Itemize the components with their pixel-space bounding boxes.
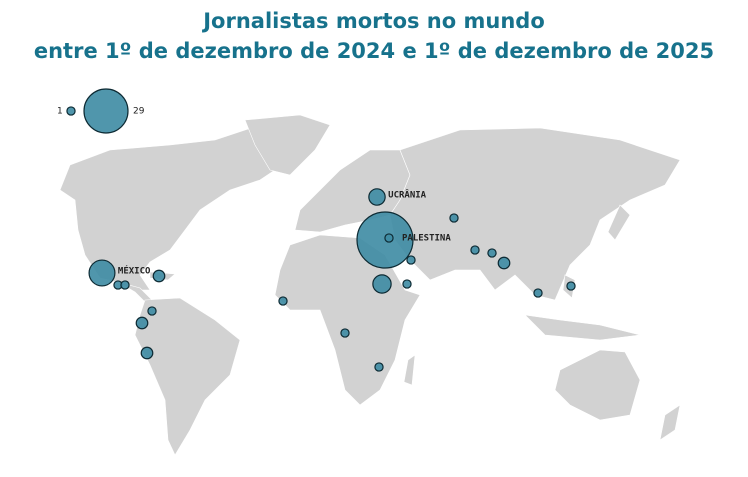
legend-label: 1 xyxy=(57,107,63,117)
country-label: PALESTINA xyxy=(402,234,451,244)
bubble xyxy=(449,213,459,223)
country-label: UCRÂNIA xyxy=(388,189,427,201)
bubble xyxy=(533,288,543,298)
country-label: MÉXICO xyxy=(118,265,151,277)
bubble xyxy=(278,296,288,306)
bubble xyxy=(566,281,576,291)
title-line: Jornalistas mortos no mundo xyxy=(201,9,545,33)
bubble xyxy=(368,188,386,206)
bubble xyxy=(497,256,511,270)
bubble xyxy=(135,316,149,330)
bubble xyxy=(402,279,412,289)
bubble xyxy=(372,274,392,294)
land xyxy=(59,114,681,456)
bubble xyxy=(340,328,350,338)
legend-circle xyxy=(66,106,76,116)
bubble xyxy=(147,306,157,316)
bubble xyxy=(88,259,116,287)
bubble xyxy=(487,248,497,258)
bubble xyxy=(152,269,166,283)
title-line: entre 1º de dezembro de 2024 e 1º de dez… xyxy=(34,39,714,63)
bubble xyxy=(120,280,130,290)
bubble xyxy=(470,245,480,255)
bubble xyxy=(140,346,154,360)
bubble xyxy=(384,233,394,243)
bubble xyxy=(406,255,416,265)
legend-circle xyxy=(83,88,129,134)
legend-label: 29 xyxy=(133,107,145,117)
bubble xyxy=(374,362,384,372)
bubbles: PALESTINA MÉXICO UCRÂNIA xyxy=(88,188,576,372)
legend: 1 29 xyxy=(57,88,145,134)
